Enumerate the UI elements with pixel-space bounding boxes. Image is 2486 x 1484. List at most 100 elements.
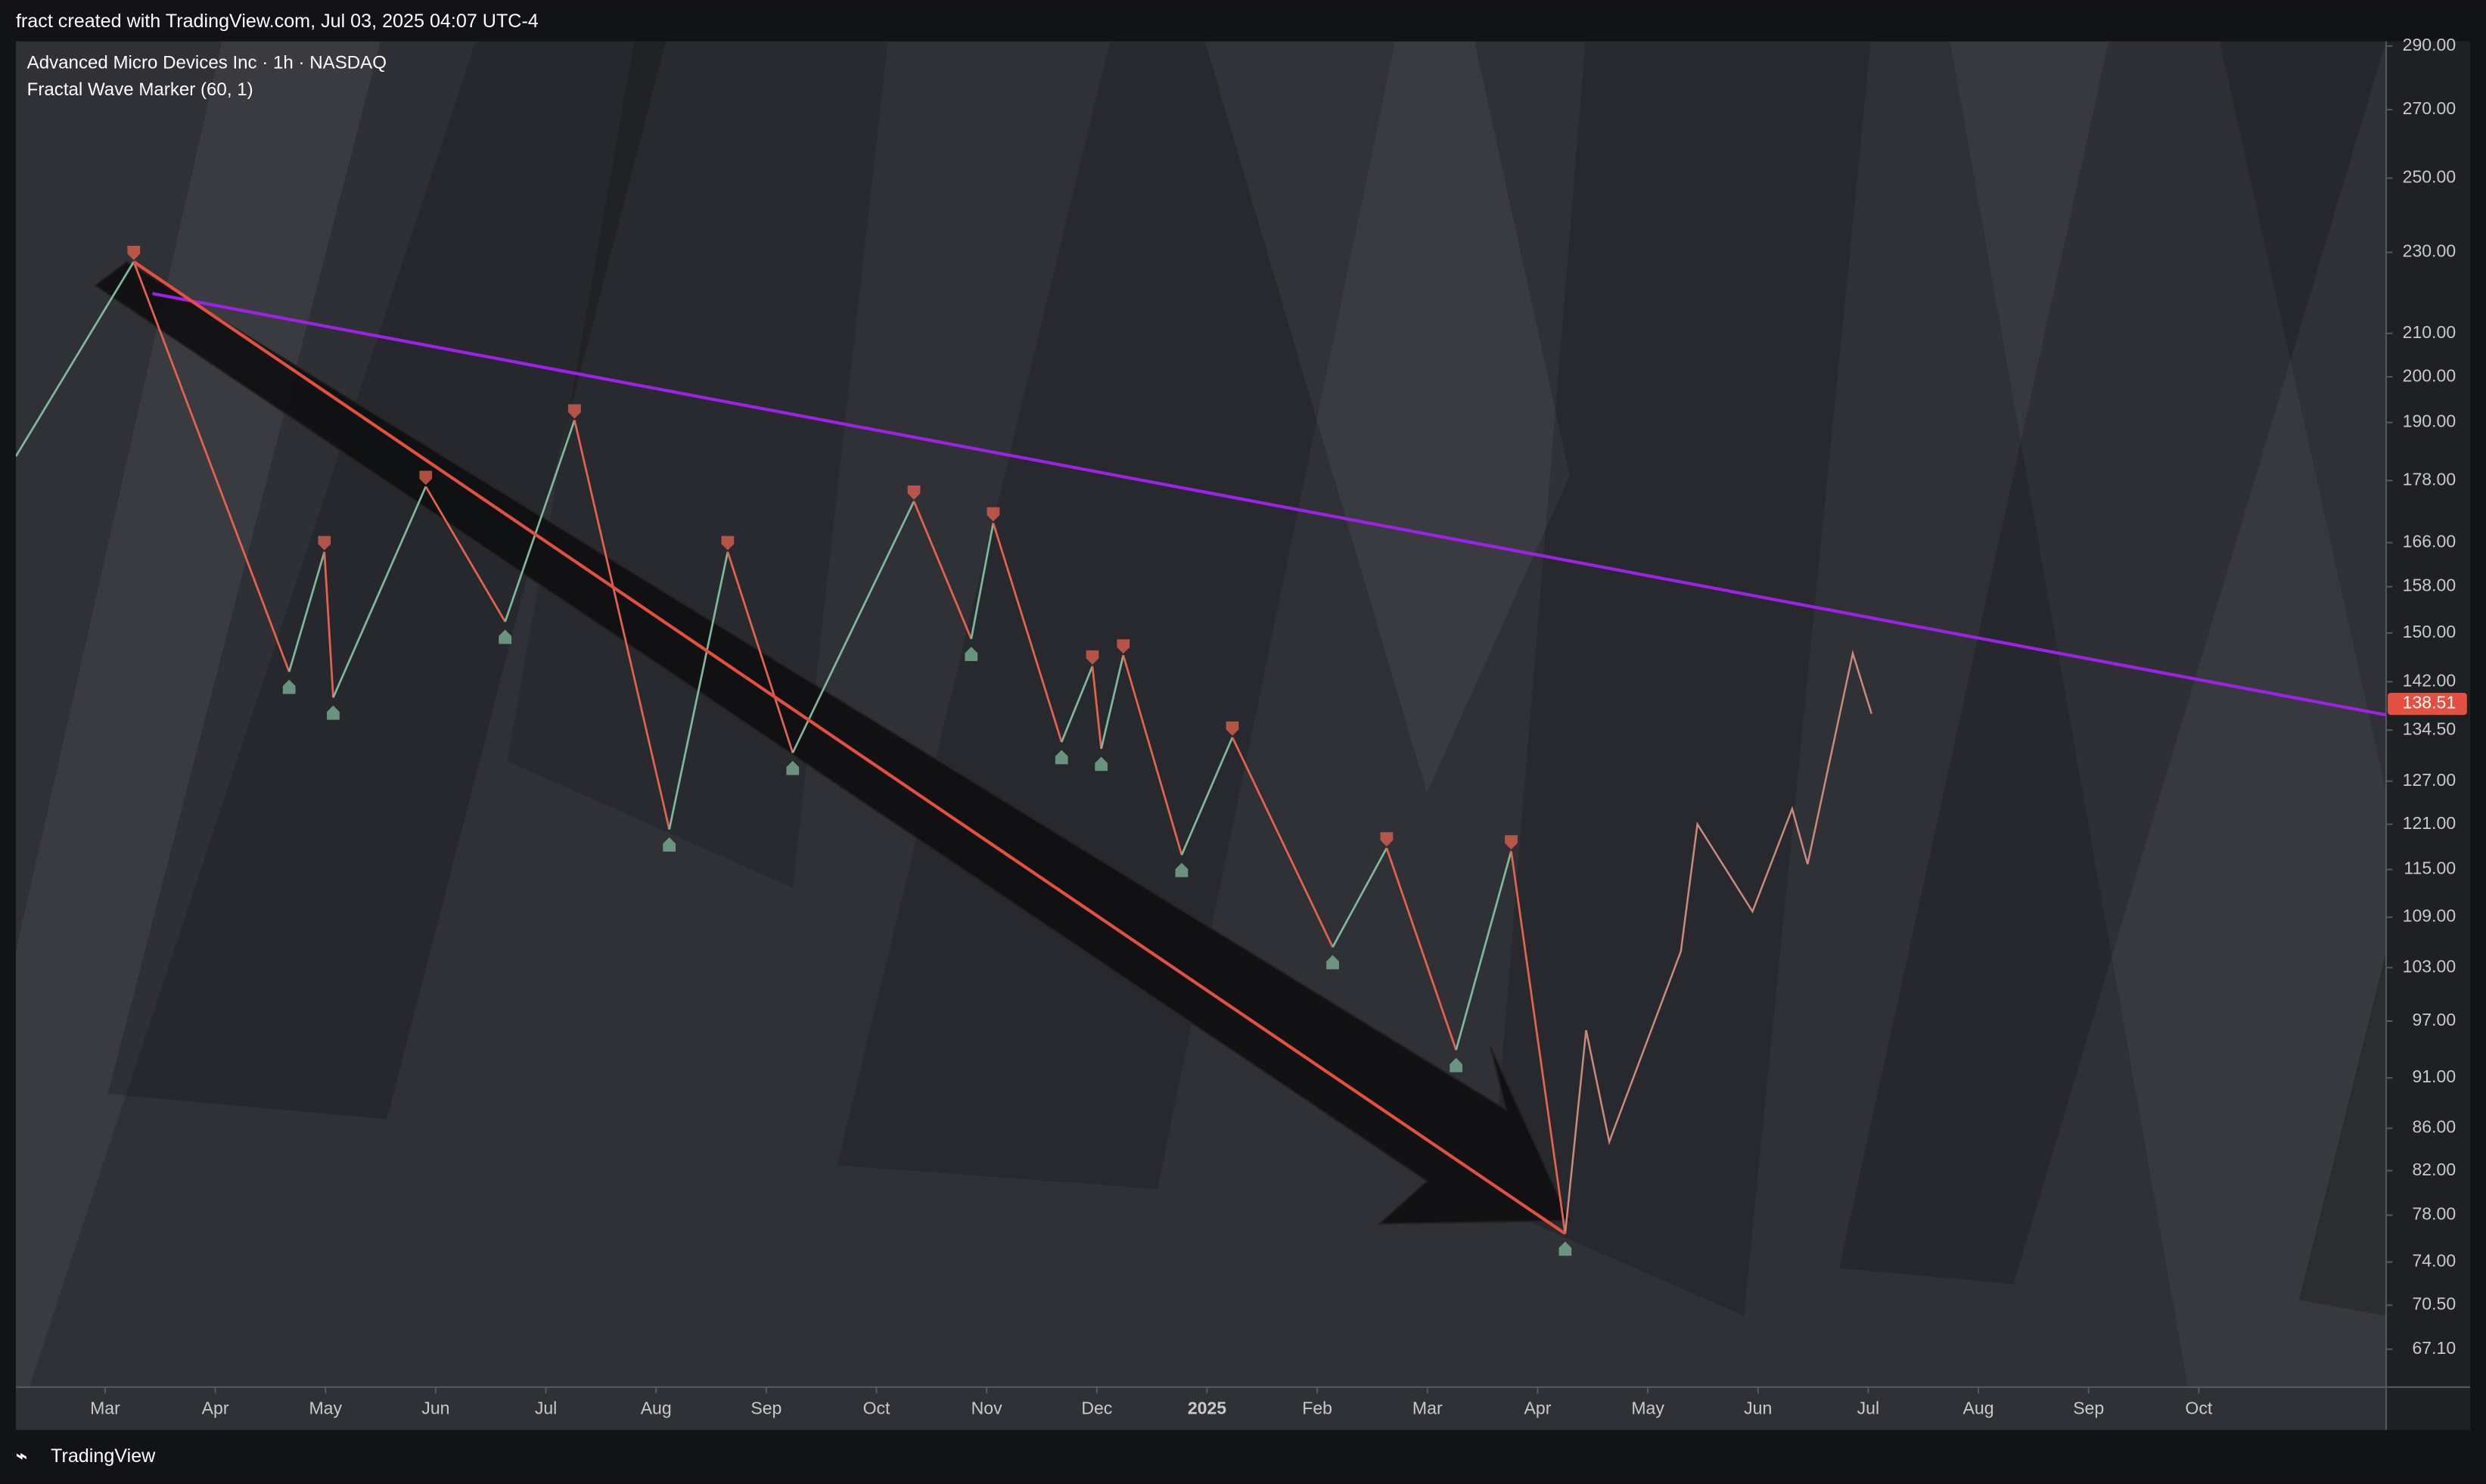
x-tick-label: Aug bbox=[641, 1398, 672, 1417]
chart-title: Advanced Micro Devices Inc · 1h · NASDAQ bbox=[27, 52, 387, 73]
x-tick-label: Mar bbox=[90, 1398, 120, 1417]
y-tick-label: 115.00 bbox=[2404, 858, 2456, 878]
zigzag-segment bbox=[912, 501, 973, 640]
zigzag-segment bbox=[1091, 666, 1103, 750]
high-marker bbox=[568, 404, 581, 419]
y-tick-label: 200.00 bbox=[2403, 365, 2456, 385]
zigzag-segment bbox=[1122, 654, 1183, 855]
high-marker bbox=[1226, 721, 1239, 736]
y-tick-label: 230.00 bbox=[2403, 241, 2456, 261]
y-tick-label: 103.00 bbox=[2403, 956, 2456, 976]
pattern bbox=[107, 41, 667, 1119]
x-tick-label: Feb bbox=[1302, 1398, 1332, 1417]
high-marker bbox=[1380, 832, 1394, 847]
high-marker bbox=[127, 246, 141, 260]
y-tick-label: 70.50 bbox=[2412, 1294, 2456, 1314]
y-tick-label: 290.00 bbox=[2403, 35, 2456, 54]
high-marker bbox=[987, 507, 1000, 522]
low-marker bbox=[663, 837, 676, 852]
y-tick-label: 78.00 bbox=[2412, 1204, 2456, 1224]
zigzag-segment bbox=[1455, 850, 1512, 1051]
last-price-label: 138.51 bbox=[2403, 693, 2456, 713]
y-tick-label: 210.00 bbox=[2403, 322, 2456, 342]
zigzag-segment bbox=[504, 420, 576, 622]
trend-line bbox=[152, 292, 2386, 717]
pattern bbox=[1950, 41, 2386, 1387]
x-tick-label: Jun bbox=[421, 1398, 449, 1417]
pattern bbox=[837, 41, 1396, 1189]
x-tick-label: Oct bbox=[863, 1398, 890, 1417]
zigzag-segment bbox=[791, 501, 915, 753]
y-tick-label: 142.00 bbox=[2403, 670, 2456, 690]
x-tick-label: Mar bbox=[1412, 1398, 1443, 1417]
y-tick-label: 74.00 bbox=[2412, 1251, 2456, 1271]
high-marker bbox=[1117, 639, 1130, 654]
zigzag-segment bbox=[1231, 737, 1334, 948]
x-tick-label: Aug bbox=[1963, 1398, 1994, 1417]
zigzag-segment bbox=[1180, 737, 1234, 855]
low-marker bbox=[1450, 1057, 1463, 1073]
logo-mark: ⌁ bbox=[16, 1445, 27, 1467]
zigzag-segment bbox=[970, 523, 995, 639]
x-tick-label: Apr bbox=[1524, 1398, 1552, 1417]
zigzag-segment bbox=[573, 420, 671, 830]
price-line bbox=[1564, 649, 1872, 1234]
low-marker bbox=[965, 647, 978, 662]
y-tick-label: 67.10 bbox=[2412, 1338, 2456, 1358]
last-price-box bbox=[2388, 692, 2467, 716]
y-tick-label: 86.00 bbox=[2412, 1117, 2456, 1137]
y-tick-label: 158.00 bbox=[2403, 576, 2456, 595]
zigzag-segment bbox=[323, 551, 334, 698]
low-marker bbox=[499, 629, 512, 644]
zigzag-segment bbox=[132, 261, 291, 672]
pattern bbox=[2298, 951, 2386, 1316]
trend-line bbox=[132, 260, 1567, 1235]
arrow bbox=[93, 260, 1571, 1225]
y-tick-label: 190.00 bbox=[2403, 411, 2456, 431]
pattern bbox=[1204, 41, 1570, 793]
high-marker bbox=[721, 536, 735, 551]
x-tick-label: May bbox=[309, 1398, 342, 1417]
plot bbox=[15, 246, 2386, 1256]
y-tick-label: 121.00 bbox=[2403, 813, 2456, 833]
x-tick-label: Dec bbox=[1081, 1398, 1112, 1417]
zigzag-segment bbox=[992, 523, 1063, 743]
high-marker bbox=[1505, 835, 1518, 850]
low-marker bbox=[1558, 1241, 1572, 1256]
zigzag-segment bbox=[1510, 851, 1567, 1234]
zigzag-segment bbox=[332, 486, 427, 698]
high-marker bbox=[318, 536, 331, 551]
low-marker bbox=[1095, 756, 1108, 771]
low-marker bbox=[786, 760, 800, 775]
zigzag-segment bbox=[1385, 847, 1457, 1051]
x-tick-label: May bbox=[1631, 1398, 1664, 1417]
price-axis bbox=[2385, 41, 2471, 1430]
x-tick-label: 2025 bbox=[1188, 1398, 1226, 1417]
pattern bbox=[1490, 41, 1871, 1316]
low-marker bbox=[327, 705, 340, 720]
brand: TradingView bbox=[51, 1445, 156, 1467]
y-tick-label: 150.00 bbox=[2403, 622, 2456, 641]
x-tick-label: Jun bbox=[1744, 1398, 1772, 1417]
x-tick-label: Sep bbox=[750, 1398, 782, 1417]
low-marker bbox=[1175, 862, 1189, 877]
x-tick-label: Jul bbox=[535, 1398, 557, 1417]
zigzag-segment bbox=[726, 551, 794, 753]
y-tick-label: 97.00 bbox=[2412, 1010, 2456, 1029]
x-tick-label: Sep bbox=[2073, 1398, 2104, 1417]
zigzag-segment bbox=[287, 551, 326, 672]
y-tick-label: 250.00 bbox=[2403, 167, 2456, 187]
chart-area bbox=[15, 41, 2471, 1430]
zigzag-segment bbox=[15, 261, 135, 458]
low-marker bbox=[1055, 750, 1068, 765]
pattern bbox=[15, 41, 476, 1387]
y-tick-label: 134.50 bbox=[2403, 719, 2456, 738]
y-tick-label: 178.00 bbox=[2403, 469, 2456, 489]
y-tick-label: 270.00 bbox=[2403, 98, 2456, 118]
y-tick-label: 109.00 bbox=[2403, 906, 2456, 926]
zigzag-segment bbox=[424, 486, 506, 622]
high-marker bbox=[419, 470, 433, 486]
y-tick-label: 91.00 bbox=[2412, 1066, 2456, 1086]
